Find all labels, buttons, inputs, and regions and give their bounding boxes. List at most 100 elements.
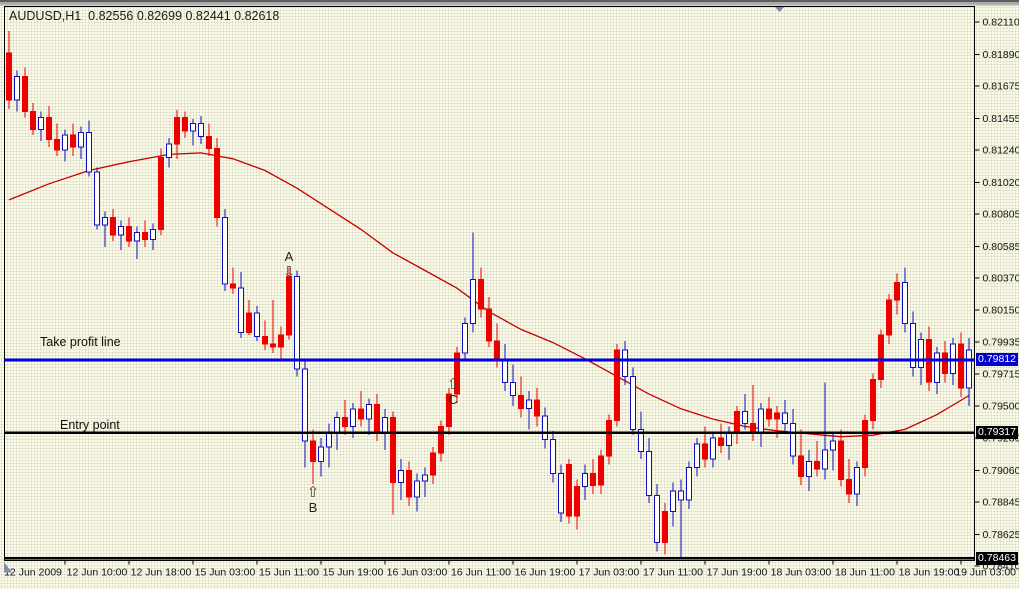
candle xyxy=(246,299,252,336)
candle xyxy=(278,326,284,359)
price-axis-label: 0.79715 xyxy=(983,369,1019,381)
price-badge-take-profit: 0.79812 xyxy=(976,353,1018,367)
candle xyxy=(118,220,124,250)
candle xyxy=(182,111,188,139)
candle xyxy=(542,407,548,449)
candle xyxy=(790,408,796,465)
up-arrow-icon: ⇧ xyxy=(446,374,460,393)
time-axis-label: 12 Jun 10:00 xyxy=(67,567,128,579)
candle xyxy=(438,420,444,462)
candle xyxy=(798,429,804,486)
time-axis-label: 18 Jun 11:00 xyxy=(835,567,895,579)
candle xyxy=(966,338,972,406)
price-axis-label: 0.80150 xyxy=(983,305,1019,317)
candle xyxy=(78,126,84,159)
annotation-b[interactable]: ⇧ B xyxy=(307,484,320,515)
price-axis-label: 0.81240 xyxy=(983,144,1019,156)
candle xyxy=(510,364,516,406)
window-top-border xyxy=(0,0,1019,6)
candle xyxy=(574,479,580,530)
candle xyxy=(422,467,428,497)
candle xyxy=(526,391,532,430)
candle xyxy=(758,402,764,447)
candle xyxy=(270,299,276,353)
time-axis-label: 16 Jun 03:00 xyxy=(387,567,448,579)
time-axis-label: 17 Jun 19:00 xyxy=(707,567,768,579)
candle xyxy=(334,411,340,450)
candle xyxy=(806,449,812,492)
candle xyxy=(734,405,740,445)
candle xyxy=(38,111,44,142)
candle xyxy=(374,394,380,442)
price-axis-label: 0.79935 xyxy=(983,336,1019,348)
candle xyxy=(30,102,36,136)
time-axis-label: 15 Jun 19:00 xyxy=(323,567,384,579)
chart-symbol-title: AUDUSD,H1 0.82556 0.82699 0.82441 0.8261… xyxy=(9,9,280,23)
candle xyxy=(886,294,892,345)
candle xyxy=(694,438,700,477)
annotation-c[interactable]: ⇧ C xyxy=(447,376,460,407)
candle xyxy=(430,447,436,484)
data-begin-marker-icon xyxy=(4,562,12,573)
candle xyxy=(622,341,628,386)
candle xyxy=(870,373,876,430)
annotation-a[interactable]: A ⇩ xyxy=(283,249,296,280)
price-axis-label: 0.81890 xyxy=(983,49,1019,61)
candle xyxy=(254,305,260,342)
candle xyxy=(838,429,844,487)
candle xyxy=(670,482,676,527)
candle xyxy=(126,217,132,247)
take-profit-line-label[interactable]: Take profit line xyxy=(40,334,121,349)
annotation-b-letter: B xyxy=(308,500,318,516)
candle xyxy=(166,138,172,168)
time-axis-label: 16 Jun 19:00 xyxy=(515,567,576,579)
candle xyxy=(398,458,404,500)
time-axis-label: 17 Jun 11:00 xyxy=(643,567,703,579)
candle xyxy=(862,414,868,477)
candle xyxy=(678,479,684,558)
price-badge-bid: 0.78463 xyxy=(976,551,1018,565)
candle xyxy=(446,388,452,436)
moving-average-line[interactable] xyxy=(8,152,970,438)
time-axis-label: 17 Jun 03:00 xyxy=(579,567,640,579)
candle xyxy=(62,129,68,162)
candle xyxy=(590,458,596,495)
candle xyxy=(462,317,468,362)
candle xyxy=(174,110,180,159)
chart-frame xyxy=(4,6,975,561)
candle xyxy=(782,399,788,433)
candle xyxy=(534,388,540,427)
candle xyxy=(70,123,76,156)
time-axis-label: 12 Jun 18:00 xyxy=(131,567,192,579)
entry-point-line-label[interactable]: Entry point xyxy=(60,417,120,432)
price-axis-label: 0.78845 xyxy=(983,497,1019,509)
candle xyxy=(766,397,772,427)
candle xyxy=(454,347,460,403)
price-axis-label: 0.80805 xyxy=(983,208,1019,220)
candle xyxy=(854,461,860,506)
candle xyxy=(566,458,572,524)
price-axis-label: 0.79060 xyxy=(983,465,1019,477)
up-arrow-icon: ⇧ xyxy=(306,483,320,502)
price-axis-label: 0.81455 xyxy=(983,113,1019,125)
down-arrow-icon: ⇩ xyxy=(282,263,296,281)
candle xyxy=(86,120,92,177)
candle xyxy=(326,423,332,468)
candle xyxy=(198,116,204,145)
candle xyxy=(102,211,108,247)
candle xyxy=(630,367,636,436)
candle xyxy=(286,267,292,340)
candle xyxy=(406,461,412,506)
candle xyxy=(582,464,588,500)
candle xyxy=(638,411,644,459)
candle xyxy=(958,332,964,397)
time-axis-label: 18 Jun 03:00 xyxy=(771,567,832,579)
candle xyxy=(606,414,612,465)
price-axis-label: 0.79500 xyxy=(983,400,1019,412)
annotation-a-letter: A xyxy=(284,249,294,264)
candle xyxy=(382,408,388,450)
price-axis-label: 0.82110 xyxy=(983,17,1019,29)
candle xyxy=(414,473,420,512)
candle xyxy=(46,105,52,147)
